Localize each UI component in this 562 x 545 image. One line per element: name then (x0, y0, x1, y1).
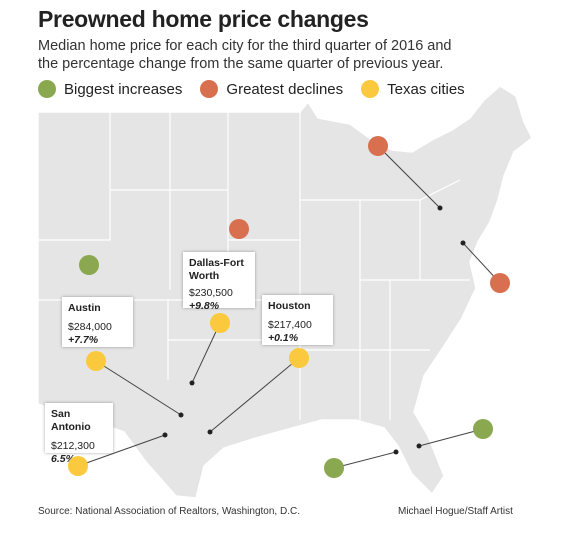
city-change: +9.8% (189, 300, 220, 312)
legend-label: Texas cities (387, 80, 465, 98)
city-label: San Antonio $212,300 6.5% (45, 403, 113, 465)
city-label: Austin $284,000 +7.7% (62, 297, 133, 347)
subtitle: the percentage change from the same quar… (38, 56, 444, 72)
city-name: Dallas-Fort Worth (189, 257, 244, 282)
legend-item: Biggest increases (38, 80, 182, 98)
city-name: Austin (68, 302, 101, 314)
city-name: San Antonio (51, 408, 91, 433)
title: Preowned home price changes (38, 6, 369, 32)
legend-label: Greatest declines (226, 80, 344, 98)
legend-label: Biggest increases (64, 80, 183, 98)
legend-swatch (200, 80, 219, 98)
city-name: Houston (268, 300, 311, 312)
source: Source: National Association of Realtors… (38, 506, 300, 517)
subtitle: Median home price for each city for the … (38, 38, 452, 54)
legend-item: Greatest declines (200, 80, 343, 98)
city-change: 6.5% (51, 453, 75, 465)
city-price: $212,300 (51, 440, 95, 452)
city-price: $230,500 (189, 287, 233, 299)
city-change: +0.1% (268, 332, 299, 344)
legend-item: Texas cities (361, 80, 465, 98)
credit: Michael Hogue/Staff Artist (398, 506, 513, 517)
legend-swatch (361, 80, 380, 98)
city-label: Dallas-Fort Worth $230,500 +9.8% (183, 252, 255, 312)
city-price: $217,400 (268, 319, 312, 331)
legend-swatch (38, 80, 56, 98)
city-price: $284,000 (68, 321, 112, 333)
city-label: Houston $217,400 +0.1% (262, 295, 333, 345)
state-lines (38, 112, 470, 420)
city-change: +7.7% (68, 334, 99, 346)
legend: Biggest increases Greatest declines Texa… (38, 80, 465, 98)
